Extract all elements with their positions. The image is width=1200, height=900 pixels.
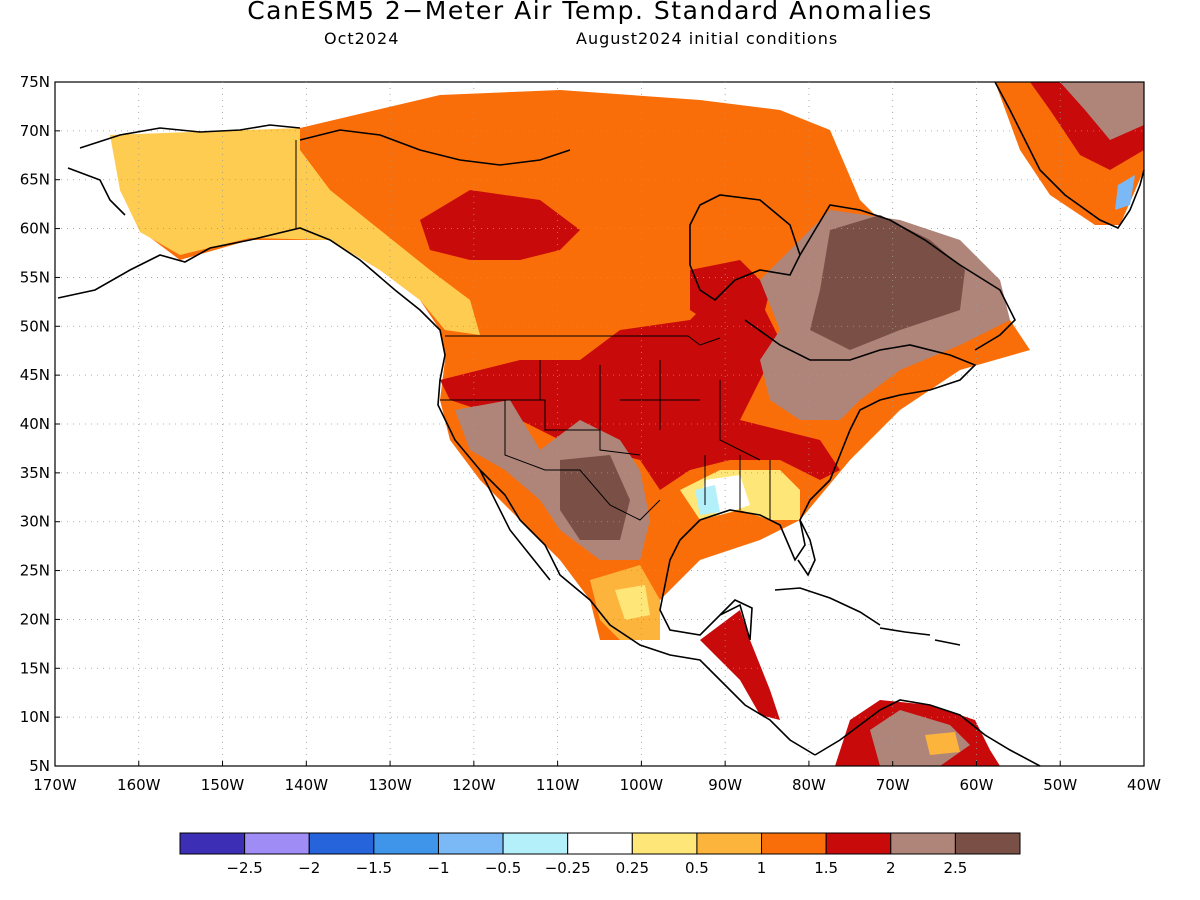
- colorbar-label: 1: [757, 859, 767, 877]
- longitude-tick-label: 70W: [876, 776, 910, 794]
- colorbar-label: −2.5: [226, 859, 262, 877]
- coastline: [994, 81, 1145, 230]
- anomaly-region-greenland-se: [1115, 175, 1135, 210]
- colorbar-swatch: [179, 832, 246, 855]
- coastline: [797, 519, 816, 577]
- latitude-tick-label: 15N: [20, 659, 50, 677]
- colorbar-label: −0.25: [545, 859, 591, 877]
- political-boundary: [440, 399, 661, 521]
- coastline: [67, 167, 126, 216]
- latitude-tick-label: 65N: [20, 171, 50, 189]
- coastline: [814, 699, 1041, 767]
- colorbar-swatch: [761, 832, 827, 855]
- coastline: [799, 204, 1016, 351]
- latitude-tick-label: 70N: [20, 122, 50, 140]
- colorbar-swatch: [631, 832, 698, 855]
- political-boundary: [445, 335, 721, 346]
- coastline: [774, 587, 881, 626]
- latitude-tick-label: 45N: [20, 366, 50, 384]
- latitude-labels: 75N 70N 65N 60N 55N 50N 45N 40N 35N 30N 25N 20N 15N 1…: [20, 73, 60, 775]
- colorbar-swatch: [244, 832, 310, 855]
- colorbar-label: −1: [427, 859, 449, 877]
- coastline: [659, 319, 977, 641]
- colorbar-swatch: [954, 832, 1021, 855]
- coastline: [719, 599, 753, 641]
- latitude-tick-label: 40N: [20, 415, 50, 433]
- latitude-tick-label: 75N: [20, 73, 50, 91]
- anomaly-region-louisiana-cool: [695, 485, 720, 515]
- longitude-tick-label: 140W: [285, 776, 329, 794]
- latitude-tick-label: 10N: [20, 708, 50, 726]
- colorbar-swatch: [825, 832, 892, 855]
- anomaly-region-mexico-west-core: [615, 585, 650, 620]
- anomaly-region-venezuela-core: [925, 732, 960, 755]
- coastlines: [57, 81, 1145, 767]
- longitude-tick-label: 110W: [536, 776, 580, 794]
- longitude-tick-label: 120W: [452, 776, 496, 794]
- colorbar-swatch: [308, 832, 375, 855]
- political-boundary: [704, 455, 771, 520]
- colorbar-label: −0.5: [485, 859, 521, 877]
- coastline: [934, 639, 961, 646]
- longitude-tick-label: 150W: [201, 776, 245, 794]
- political-boundary: [505, 399, 641, 456]
- colorbar-label: 2: [886, 859, 896, 877]
- colorbar-label: 0.25: [616, 859, 649, 877]
- coastline: [879, 627, 931, 636]
- latitude-tick-label: 25N: [20, 562, 50, 580]
- latitude-tick-label: 30N: [20, 513, 50, 531]
- longitude-tick-label: 60W: [960, 776, 994, 794]
- colorbar-swatch: [567, 832, 633, 855]
- colorbar-label: −1.5: [356, 859, 392, 877]
- anomaly-region-canada-north: [420, 190, 580, 260]
- longitude-tick-label: 170W: [33, 776, 77, 794]
- latitude-tick-label: 5N: [29, 757, 50, 775]
- anomaly-region-alaska: [110, 128, 480, 335]
- colorbar-swatch: [437, 832, 504, 855]
- anomaly-region-labrador: [810, 215, 965, 350]
- anomaly-shading: [110, 82, 1144, 766]
- coastline: [57, 227, 816, 756]
- longitude-tick-label: 40W: [1127, 776, 1161, 794]
- colorbar-label: −2: [298, 859, 320, 877]
- anomaly-region-central-america: [700, 610, 780, 720]
- political-boundary: [539, 360, 700, 401]
- latitude-tick-label: 50N: [20, 317, 50, 335]
- coastline: [689, 194, 801, 302]
- coastline: [299, 129, 571, 166]
- map-title: CanESM5 2−Meter Air Temp. Standard Anoma…: [247, 0, 933, 25]
- latitude-tick-label: 55N: [20, 268, 50, 286]
- longitude-tick-label: 50W: [1043, 776, 1077, 794]
- political-boundary: [599, 360, 761, 461]
- forecast-month-label: Oct2024: [324, 29, 400, 48]
- colorbar-swatch: [502, 832, 569, 855]
- longitude-tick-label: 100W: [620, 776, 664, 794]
- anomaly-region-new-mexico: [560, 455, 630, 540]
- anomaly-region-central-us: [440, 290, 840, 490]
- colorbar-swatch: [696, 832, 763, 855]
- colorbar-swatch: [890, 832, 956, 855]
- longitude-tick-label: 90W: [708, 776, 742, 794]
- latitude-tick-label: 35N: [20, 464, 50, 482]
- latitude-tick-label: 60N: [20, 220, 50, 238]
- longitude-labels: 170W 160W 150W 140W 130W 120W 110W 100W 90W 80W 70…: [33, 761, 1161, 794]
- coastline: [479, 469, 551, 581]
- colorbar-label: 1.5: [814, 859, 838, 877]
- longitude-tick-label: 160W: [117, 776, 161, 794]
- longitude-tick-label: 80W: [792, 776, 826, 794]
- initial-conditions-label: August2024 initial conditions: [576, 29, 839, 48]
- colorbar: −2.5 −2 −1.5 −1 −0.5 −0.25 0.25 0.5 1 1.5 2 2.5: [179, 832, 1021, 877]
- latitude-tick-label: 20N: [20, 610, 50, 628]
- anomaly-region-greenland-core: [1060, 82, 1144, 140]
- longitude-tick-label: 130W: [368, 776, 412, 794]
- colorbar-label: 0.5: [685, 859, 709, 877]
- colorbar-swatch: [373, 832, 439, 855]
- coastline: [79, 124, 301, 149]
- colorbar-label: 2.5: [943, 859, 967, 877]
